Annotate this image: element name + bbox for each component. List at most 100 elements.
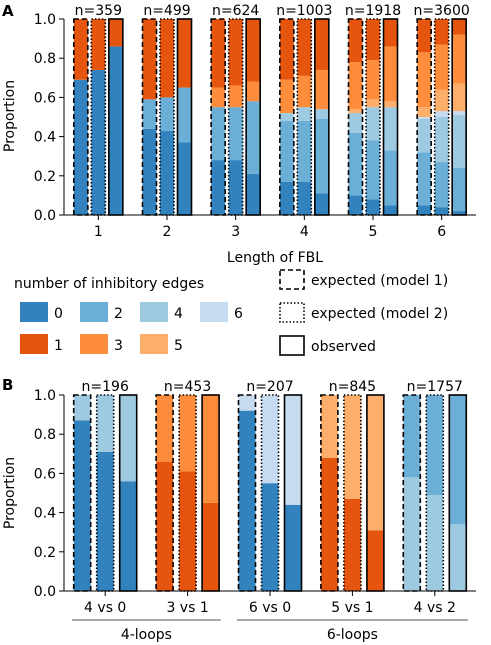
- x-tick-label-3: 5 vs 1: [331, 600, 373, 616]
- bar-segment-g5-b0-s4: [417, 107, 432, 117]
- bar-segment-g1-b2-s0: [177, 142, 192, 215]
- bar-segment-g4-b2-s5: [383, 19, 398, 47]
- legend-style-label-solid: observed: [311, 339, 376, 355]
- n-label-0: n=196: [82, 379, 129, 395]
- bar-segment-g0-b2-s1: [119, 395, 137, 482]
- bar-segment-g5-b1-s0: [434, 207, 449, 215]
- bar-outline-g4-b0: [402, 394, 422, 592]
- bar-segment-g2-b1-s1: [228, 107, 243, 161]
- bar-segment-g4-b2-s1: [449, 395, 467, 525]
- bar-segment-g5-b0-s0: [417, 205, 432, 215]
- bar-segment-g0-b1-s1: [91, 19, 106, 70]
- n-label-3: n=1003: [276, 3, 332, 19]
- x-tick-label-5: 6: [437, 224, 446, 240]
- legend-swatch-0: [20, 302, 48, 322]
- bar-segment-g3-b1-s3: [297, 75, 312, 108]
- y-tick-label-3: 0.6: [34, 90, 56, 106]
- bar-segment-g2-b1-s2: [228, 85, 243, 108]
- panel-a: A n=359 1 n=499 2 n=624 3 n=1003 4 n=1918 5 n=3600…: [2, 2, 476, 266]
- n-label-0: n=359: [75, 3, 122, 19]
- bar-segment-g3-b0-s4: [279, 19, 294, 80]
- legend-label-4: 4: [174, 306, 183, 322]
- bar-segment-g5-b2-s1: [452, 167, 467, 212]
- bar-segment-g0-b0-s0: [73, 420, 91, 591]
- legend: number of inhibitory edges 0 2 4 6 1 3 5 expec…: [14, 269, 448, 356]
- x-tick-label-4: 5: [369, 224, 378, 240]
- panel-letter-b: B: [2, 376, 13, 394]
- bar-segment-g2-b1-s3: [228, 19, 243, 86]
- bar-segment-g5-b1-s2: [434, 117, 449, 163]
- bar-segment-g3-b2-s0: [314, 193, 329, 215]
- bar-segment-g0-b1-s0: [96, 451, 114, 591]
- bar-segment-g1-b1-s1: [179, 395, 197, 472]
- y-tick-label-1: 0.2: [34, 169, 56, 185]
- x-tick-label-3: 4: [300, 224, 309, 240]
- legend-label-5: 5: [174, 338, 183, 354]
- bar-segment-g3-b1-s2: [297, 107, 312, 121]
- bar-segment-g1-b1-s1: [160, 97, 174, 131]
- panel-a-bars: [73, 18, 467, 216]
- legend-styles: expected (model 1) expected (model 2) obse…: [279, 269, 448, 356]
- bar-segment-g2-b0-s1: [238, 395, 256, 411]
- bar-segment-g2-b2-s3: [246, 19, 261, 82]
- y-tick-label-1: 0.2: [34, 545, 56, 561]
- bar-segment-g3-b0-s1: [279, 120, 294, 182]
- bar-segment-g4-b1-s1: [366, 140, 380, 200]
- bar-segment-g3-b0-s3: [279, 79, 294, 114]
- legend-swatch-3: [80, 334, 108, 354]
- bar-segment-g0-b1-s1: [96, 395, 114, 452]
- legend-style-dashed: [279, 269, 305, 290]
- bar-outline-g2-b0: [237, 394, 257, 592]
- bar-segment-g5-b0-s5: [417, 52, 432, 108]
- supergroup-label-1: 6-loops: [327, 627, 378, 643]
- legend-style-label-dashed: expected (model 1): [311, 273, 448, 289]
- n-label-4: n=1757: [407, 379, 463, 395]
- bar-segment-g4-b1-s2: [366, 107, 380, 141]
- bar-segment-g2-b0-s3: [211, 19, 226, 88]
- bar-segment-g3-b1-s0: [343, 498, 361, 591]
- panel-b-bars: [72, 394, 468, 592]
- legend-label-3: 3: [114, 338, 123, 354]
- bar-segment-g5-b1-s3: [434, 111, 449, 117]
- y-tick-label-3: 0.6: [34, 466, 56, 482]
- bar-segment-g3-b2-s2: [314, 109, 329, 119]
- panel-a-axes: n=359 1 n=499 2 n=624 3 n=1003 4 n=1918 5 n=3600 6 0…: [34, 3, 476, 240]
- bar-segment-g5-b1-s6: [434, 19, 449, 45]
- supergroup-label-0: 4-loops: [121, 627, 172, 643]
- bar-segment-g3-b2-s3: [314, 69, 329, 110]
- panel-a-ylabel: Proportion: [2, 80, 18, 152]
- legend-swatch-2: [80, 302, 108, 322]
- bar-segment-g3-b0-s2: [279, 113, 294, 121]
- legend-swatch-4: [140, 302, 168, 322]
- y-tick-label-0: 0.0: [34, 584, 56, 600]
- bar-segment-g5-b0-s2: [417, 118, 432, 153]
- bar-segment-g2-b2-s1: [284, 395, 302, 505]
- bar-segment-g2-b2-s0: [246, 173, 261, 215]
- bar-segment-g1-b1-s0: [160, 130, 174, 215]
- bar-segment-g4-b0-s5: [348, 19, 363, 63]
- bar-segment-g3-b1-s1: [297, 120, 312, 182]
- n-label-3: n=845: [329, 379, 376, 395]
- bar-segment-g4-b2-s0: [449, 524, 467, 591]
- x-tick-label-0: 4 vs 0: [84, 600, 126, 616]
- bar-segment-g1-b0-s0: [142, 128, 157, 215]
- bar-segment-g1-b1-s2: [160, 19, 174, 98]
- legend-style-label-dotted: expected (model 2): [311, 306, 448, 322]
- bar-segment-g2-b2-s2: [246, 81, 261, 102]
- bar-segment-g2-b0-s0: [238, 410, 256, 591]
- bar-segment-g4-b2-s3: [383, 101, 398, 108]
- bar-segment-g4-b2-s4: [383, 46, 398, 102]
- bar-segment-g3-b0-s1: [320, 395, 338, 458]
- bar-segment-g2-b0-s2: [211, 87, 226, 108]
- bar-segment-g4-b1-s5: [366, 19, 380, 61]
- bar-segment-g2-b0-s1: [211, 107, 226, 161]
- legend-swatches: 0 2 4 6 1 3 5: [20, 302, 243, 354]
- x-tick-label-2: 3: [231, 224, 240, 240]
- bar-segment-g5-b2-s5: [452, 34, 467, 84]
- y-tick-label-4: 0.8: [34, 51, 56, 67]
- bar-segment-g3-b0-s0: [279, 181, 294, 215]
- bar-segment-g2-b1-s0: [261, 483, 279, 591]
- bar-segment-g4-b0-s3: [348, 109, 363, 114]
- bar-segment-g5-b2-s2: [452, 115, 467, 168]
- bar-segment-g2-b2-s1: [246, 101, 261, 174]
